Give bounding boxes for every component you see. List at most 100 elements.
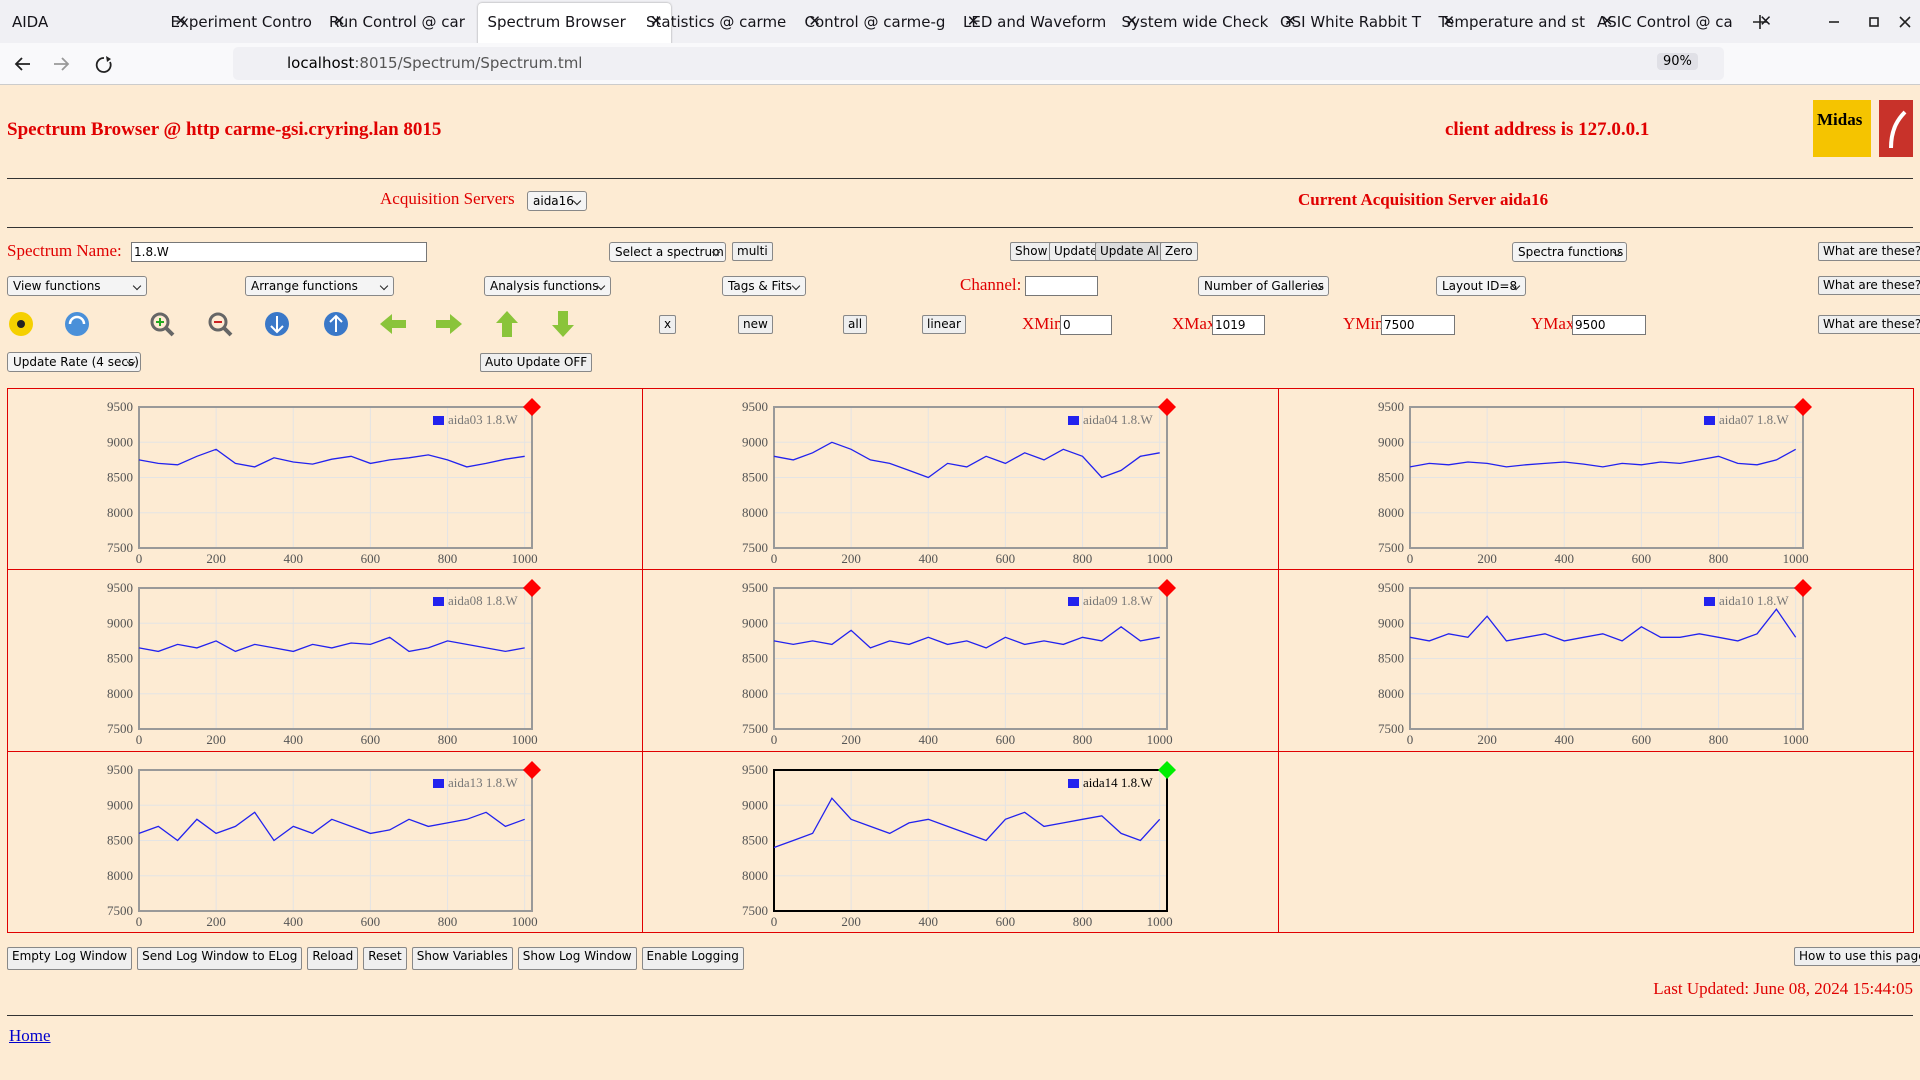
home-link[interactable]: Home <box>9 1026 51 1045</box>
tab[interactable]: Statistics @ carme ✕ <box>636 3 829 50</box>
y-tick-label: 9000 <box>742 434 768 449</box>
channel-input[interactable] <box>1025 276 1098 296</box>
xmax-input[interactable]: 1019 <box>1212 315 1265 335</box>
x-tick-label: 800 <box>1073 732 1093 747</box>
spectrum-chart[interactable]: 7500 8000 8500 9000 9500 0 200 400 600 800 1000 aid… <box>1279 570 1911 748</box>
tab-close[interactable]: ✕ <box>332 12 346 30</box>
all-button[interactable]: all <box>843 315 868 334</box>
xmin-input[interactable]: 0 <box>1060 315 1112 335</box>
log-button[interactable]: Reload <box>307 947 359 970</box>
tool-icons[interactable] <box>0 306 600 342</box>
tab-close[interactable]: ✕ <box>1600 12 1614 30</box>
multi-button[interactable]: multi <box>732 242 773 261</box>
status-marker[interactable] <box>1793 579 1812 598</box>
update-button[interactable]: Update <box>1049 242 1103 261</box>
status-marker[interactable] <box>523 398 541 416</box>
x-button[interactable]: x <box>659 315 677 334</box>
tab-close[interactable]: ✕ <box>1283 12 1297 30</box>
y-tick-label: 7500 <box>742 540 768 555</box>
log-button[interactable]: Enable Logging <box>641 947 744 970</box>
tags-fits[interactable]: Tags & Fits <box>722 276 806 296</box>
tab-close[interactable]: ✕ <box>174 12 187 30</box>
nav-buttons[interactable] <box>14 54 124 74</box>
tab-close[interactable]: ✕ <box>808 12 821 30</box>
spectrum-chart[interactable]: 7500 8000 8500 9000 9500 0 200 400 600 800 1000 aid… <box>643 752 1275 930</box>
spectrum-chart[interactable]: 7500 8000 8500 9000 9500 0 200 400 600 800 1000 aid… <box>8 570 640 748</box>
new-button[interactable]: new <box>738 315 773 334</box>
galleries-select[interactable]: Number of Galleries <box>1198 276 1329 296</box>
tab-close[interactable]: ✕ <box>1125 12 1138 30</box>
auto-update-button[interactable]: Auto Update OFF <box>480 353 593 372</box>
tab[interactable]: Control @ carme-g ✕ <box>795 3 988 50</box>
linear-button[interactable]: linear <box>922 315 966 334</box>
spectrum-chart[interactable]: 7500 8000 8500 9000 9500 0 200 400 600 800 1000 aid… <box>1279 389 1911 567</box>
y-tick-label: 7500 <box>1378 721 1404 736</box>
x-tick-label: 400 <box>284 914 304 929</box>
log-button[interactable]: Show Variables <box>411 947 513 970</box>
y-tick-label: 9000 <box>107 797 133 812</box>
legend-swatch <box>433 416 444 425</box>
spectra-functions[interactable]: Spectra functions <box>1512 242 1627 262</box>
status-marker[interactable] <box>1793 398 1812 416</box>
tab-close[interactable]: ✕ <box>1442 12 1455 30</box>
ymax-input[interactable]: 9500 <box>1572 315 1646 335</box>
help-button[interactable]: What are these? <box>1818 276 1920 295</box>
zoom-badge[interactable]: 90% <box>1657 53 1698 70</box>
x-tick-label: 0 <box>136 732 143 747</box>
status-marker[interactable] <box>523 760 541 779</box>
url-bar[interactable]: localhost:8015/Spectrum/Spectrum.tml 90% <box>233 47 1724 80</box>
log-button[interactable]: Send Log Window to ELog <box>137 947 303 970</box>
status-marker[interactable] <box>1158 398 1177 416</box>
tab[interactable]: Temperature and st ✕ <box>1429 3 1622 50</box>
spectrum-chart[interactable]: 7500 8000 8500 9000 9500 0 200 400 600 800 1000 aid… <box>643 570 1275 748</box>
tab-close[interactable]: ✕ <box>966 12 980 30</box>
show-button[interactable]: Show <box>1010 242 1053 261</box>
help-button[interactable]: What are these? <box>1818 242 1920 261</box>
layout-select[interactable]: Layout ID=8 <box>1436 276 1526 296</box>
x-tick-label: 200 <box>206 732 226 747</box>
spectrum-chart[interactable]: 7500 8000 8500 9000 9500 0 200 400 600 800 1000 aid… <box>8 752 640 930</box>
window-controls[interactable] <box>1740 10 1915 34</box>
status-marker[interactable] <box>523 579 541 598</box>
status-marker[interactable] <box>1158 579 1177 598</box>
tab[interactable]: Experiment Contro ✕ <box>161 3 354 50</box>
divider <box>7 227 1913 228</box>
x-tick-label: 800 <box>1708 551 1728 566</box>
acq-label: Acquisition Servers <box>380 189 515 208</box>
y-tick-label: 8000 <box>742 686 768 701</box>
x-tick-label: 800 <box>438 732 458 747</box>
spectrum-chart[interactable]: 7500 8000 8500 9000 9500 0 200 400 600 800 1000 aid… <box>8 389 640 567</box>
tab[interactable]: Spectrum Browser ✕ <box>477 3 671 50</box>
arrange-functions[interactable]: Arrange functions <box>245 276 394 296</box>
select-spectrum[interactable]: Select a spectrum <box>609 242 726 262</box>
tab[interactable]: System wide Check ✕ <box>1112 3 1305 50</box>
log-button[interactable]: Empty Log Window <box>7 947 133 970</box>
channel-label: Channel: <box>960 275 1022 294</box>
legend-label: aida03 1.8.W <box>448 412 518 427</box>
spectrum-chart[interactable]: 7500 8000 8500 9000 9500 0 200 400 600 800 1000 aid… <box>643 389 1275 567</box>
tab-close[interactable]: ✕ <box>649 12 663 30</box>
update-all-button[interactable]: Update All <box>1095 242 1168 261</box>
gallery-cell: 7500 8000 8500 9000 9500 0 200 400 600 800 1000 aid… <box>1277 569 1914 752</box>
zero-button[interactable]: Zero <box>1160 242 1198 261</box>
tab-close[interactable]: ✕ <box>1759 12 1772 30</box>
acq-select[interactable]: aida16 <box>527 191 587 211</box>
y-tick-label: 8000 <box>107 505 133 520</box>
tab[interactable]: ASIC Control @ ca ✕ <box>1587 3 1780 50</box>
how-to-button[interactable]: How to use this page <box>1794 947 1920 966</box>
tab[interactable]: LED and Waveform ✕ <box>953 3 1146 50</box>
view-functions[interactable]: View functions <box>7 276 147 296</box>
status-marker[interactable] <box>1158 760 1177 779</box>
x-tick-label: 1000 <box>1147 914 1173 929</box>
y-tick-label: 9500 <box>107 762 133 777</box>
log-button[interactable]: Show Log Window <box>517 947 637 970</box>
analysis-functions[interactable]: Analysis functions <box>484 276 611 296</box>
y-tick-label: 7500 <box>742 721 768 736</box>
ymin-input[interactable]: 7500 <box>1381 315 1455 335</box>
log-button[interactable]: Reset <box>363 947 407 970</box>
update-rate[interactable]: Update Rate (4 secs) <box>7 352 141 372</box>
help-button[interactable]: What are these? <box>1818 315 1920 334</box>
spectrum-name-input[interactable]: 1.8.W <box>131 242 427 262</box>
tab[interactable]: GSI White Rabbit T ✕ <box>1270 3 1463 50</box>
tab[interactable]: AIDA ✕ <box>2 3 195 50</box>
